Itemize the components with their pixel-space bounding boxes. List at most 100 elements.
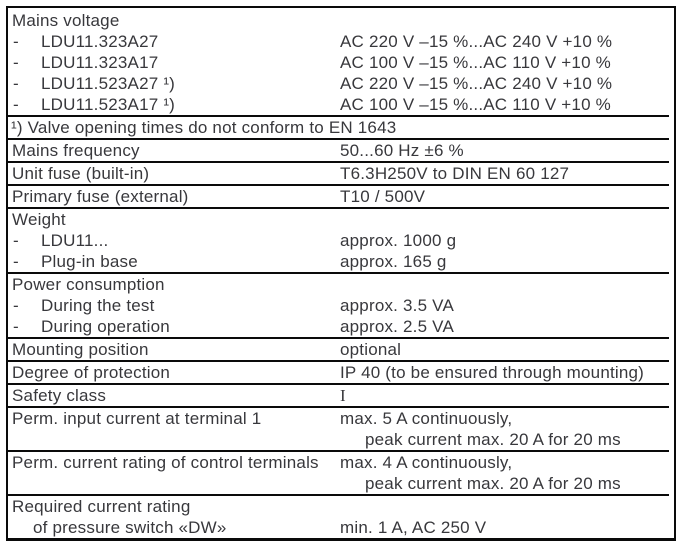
row-label: Degree of protection — [12, 363, 171, 382]
row-label: Mains frequency — [12, 141, 140, 160]
row-label: - LDU11.523A17 ¹) — [8, 94, 340, 115]
table-row: Mounting position optional — [8, 339, 669, 360]
table-row: Mains frequency 50...60 Hz ±6 % — [8, 140, 669, 161]
dash-bullet: - — [13, 252, 19, 271]
row-value: AC 100 V –15 %...AC 110 V +10 % — [340, 53, 611, 72]
row-label: Unit fuse (built-in) — [12, 164, 150, 183]
row-label-text: LDU11.523A27 ¹) — [41, 74, 176, 93]
table-row: Safety class I — [8, 385, 669, 406]
table-row: peak current max. 20 A for 20 ms — [8, 429, 669, 450]
row-label-text: During operation — [41, 317, 170, 336]
row-label: Perm. input current at terminal 1 — [12, 409, 262, 428]
row-label: Mounting position — [12, 340, 149, 359]
group-perm-input-current: Perm. input current at terminal 1 max. 5… — [8, 408, 669, 452]
row-label: Perm. current rating of control terminal… — [12, 453, 319, 472]
row-value: AC 220 V –15 %...AC 240 V +10 % — [340, 32, 613, 51]
row-label: of pressure switch «DW» — [33, 518, 227, 537]
row-label: Weight — [12, 210, 66, 229]
group-degree-of-protection: Degree of protection IP 40 (to be ensure… — [8, 362, 669, 385]
row-label-text: Plug-in base — [41, 252, 138, 271]
row-value: min. 1 A, AC 250 V — [340, 518, 487, 537]
row-value: approx. 1000 g — [340, 231, 457, 250]
table-row: peak current max. 20 A for 20 ms — [8, 473, 669, 494]
technical-data-table: Mains voltage - LDU11.323A27 AC 220 V –1… — [6, 6, 676, 541]
row-value: approx. 2.5 VA — [340, 317, 454, 336]
row-label: Required current rating — [12, 497, 191, 516]
row-value: peak current max. 20 A for 20 ms — [365, 474, 621, 493]
row-value — [340, 496, 669, 517]
row-label: Mains voltage — [12, 11, 120, 30]
row-label: - During operation — [8, 316, 340, 337]
row-value: I — [340, 386, 346, 405]
dash-bullet: - — [13, 74, 19, 93]
row-label: Power consumption — [12, 275, 165, 294]
table-row: Perm. current rating of control terminal… — [8, 452, 669, 473]
row-label: - LDU11.523A27 ¹) — [8, 73, 340, 94]
table-row: of pressure switch «DW» min. 1 A, AC 250… — [8, 517, 669, 538]
row-value: approx. 165 g — [340, 252, 447, 271]
row-value — [340, 209, 669, 230]
table-row: - LDU11.523A17 ¹) AC 100 V –15 %...AC 11… — [8, 94, 669, 115]
row-value: peak current max. 20 A for 20 ms — [365, 430, 621, 449]
table-row: - Plug-in base approx. 165 g — [8, 251, 669, 272]
row-label: Primary fuse (external) — [12, 187, 189, 206]
row-value: 50...60 Hz ±6 % — [340, 141, 464, 160]
table-row: - During operation approx. 2.5 VA — [8, 316, 669, 337]
table-row: Mains voltage — [8, 10, 669, 31]
row-value: approx. 3.5 VA — [340, 296, 454, 315]
table-row: Primary fuse (external) T10 / 500V — [8, 186, 669, 207]
table-row: - During the test approx. 3.5 VA — [8, 295, 669, 316]
row-label-text: LDU11.323A27 — [41, 32, 159, 51]
row-value: max. 4 A continuously, — [340, 453, 513, 472]
dash-bullet: - — [13, 317, 19, 336]
group-mains-frequency: Mains frequency 50...60 Hz ±6 % — [8, 140, 669, 163]
row-label-text: LDU11.523A17 ¹) — [41, 95, 176, 114]
row-value — [340, 274, 669, 295]
group-weight: Weight - LDU11... approx. 1000 g - Plug-… — [8, 209, 669, 274]
dash-bullet: - — [13, 53, 19, 72]
row-label: - LDU11... — [8, 230, 340, 251]
row-label: Safety class — [12, 386, 107, 405]
group-mains-voltage: Mains voltage - LDU11.323A27 AC 220 V –1… — [8, 10, 669, 117]
row-value: AC 220 V –15 %...AC 240 V +10 % — [340, 74, 613, 93]
row-value: IP 40 (to be ensured through mounting) — [340, 363, 645, 382]
table-row: - LDU11.323A27 AC 220 V –15 %...AC 240 V… — [8, 31, 669, 52]
table-row: Required current rating — [8, 496, 669, 517]
row-label-text: During the test — [41, 296, 155, 315]
row-label: - LDU11.323A17 — [8, 52, 340, 73]
row-label-text: LDU11... — [41, 231, 109, 250]
dash-bullet: - — [13, 296, 19, 315]
row-value: AC 100 V –15 %...AC 110 V +10 % — [340, 95, 611, 114]
row-value: max. 5 A continuously, — [340, 409, 513, 428]
row-label — [8, 429, 340, 450]
group-primary-fuse: Primary fuse (external) T10 / 500V — [8, 186, 669, 209]
row-value: T6.3H250V to DIN EN 60 127 — [340, 164, 570, 183]
table-row: Weight — [8, 209, 669, 230]
table-row: Unit fuse (built-in) T6.3H250V to DIN EN… — [8, 163, 669, 184]
table-row: - LDU11... approx. 1000 g — [8, 230, 669, 251]
row-value — [340, 10, 669, 31]
row-label-text: LDU11.323A17 — [41, 53, 159, 72]
group-power-consumption: Power consumption - During the test appr… — [8, 274, 669, 339]
table-row: Degree of protection IP 40 (to be ensure… — [8, 362, 669, 383]
group-mounting-position: Mounting position optional — [8, 339, 669, 362]
group-required-current-rating: Required current rating of pressure swit… — [8, 496, 669, 538]
row-label: - During the test — [8, 295, 340, 316]
table-row: - LDU11.523A27 ¹) AC 220 V –15 %...AC 24… — [8, 73, 669, 94]
footnote-row: ¹) Valve opening times do not conform to… — [8, 117, 669, 138]
group-perm-current-rating: Perm. current rating of control terminal… — [8, 452, 669, 496]
row-label — [8, 473, 340, 494]
row-value: optional — [340, 340, 402, 359]
table-row: Perm. input current at terminal 1 max. 5… — [8, 408, 669, 429]
table-row: Power consumption — [8, 274, 669, 295]
table-row: - LDU11.323A17 AC 100 V –15 %...AC 110 V… — [8, 52, 669, 73]
dash-bullet: - — [13, 95, 19, 114]
group-unit-fuse: Unit fuse (built-in) T6.3H250V to DIN EN… — [8, 163, 669, 186]
dash-bullet: - — [13, 231, 19, 250]
row-label: - Plug-in base — [8, 251, 340, 272]
group-safety-class: Safety class I — [8, 385, 669, 408]
row-value: T10 / 500V — [340, 187, 426, 206]
dash-bullet: - — [13, 32, 19, 51]
footnote-text: ¹) Valve opening times do not conform to… — [11, 118, 397, 137]
